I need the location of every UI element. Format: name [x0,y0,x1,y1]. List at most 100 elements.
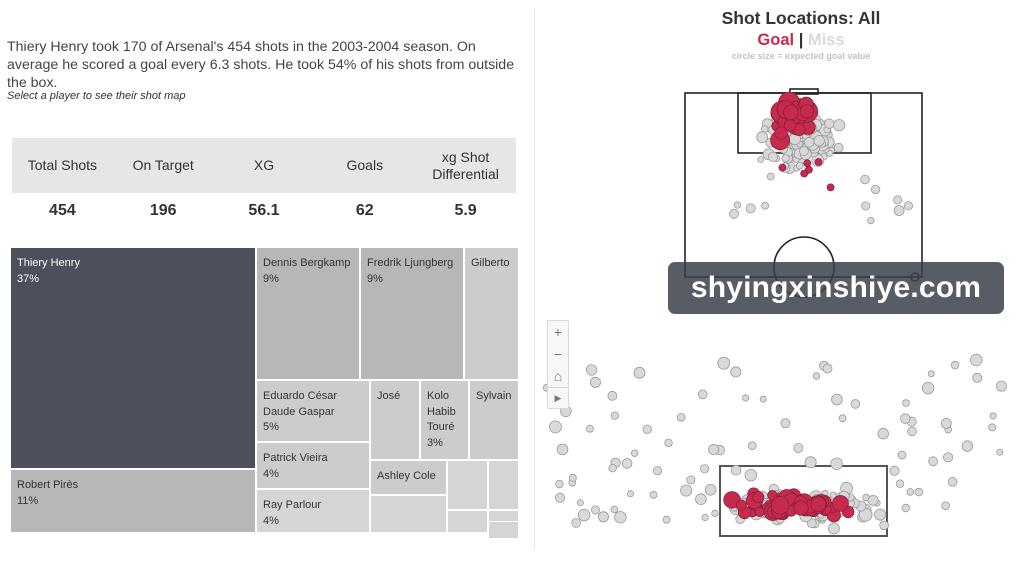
missed-shot-marker[interactable] [576,499,584,507]
missed-shot-marker[interactable] [652,466,663,476]
missed-shot-marker[interactable] [941,501,950,511]
treemap-tile-kolo-toure[interactable]: Kolo Habib Touré 3% [420,380,469,460]
missed-shot-marker[interactable] [649,490,658,499]
missed-shot-marker[interactable] [627,490,635,498]
goal-shot-marker[interactable] [803,159,812,168]
missed-shot-marker[interactable] [838,414,847,423]
missed-shot-marker[interactable] [597,511,609,523]
missed-shot-marker[interactable] [900,413,911,424]
missed-shot-marker[interactable] [829,491,837,499]
goal-shot-marker[interactable] [810,496,827,513]
missed-shot-marker[interactable] [972,372,983,383]
missed-shot-marker[interactable] [833,119,846,132]
missed-shot-marker[interactable] [767,151,779,162]
treemap-tile-sylvain[interactable]: Sylvain [469,380,519,460]
missed-shot-marker[interactable] [921,381,935,395]
treemap-tile-eduardo[interactable]: Eduardo César Daude Gaspar 5% [256,380,370,442]
goal-shot-marker[interactable] [770,496,790,515]
missed-shot-marker[interactable] [961,440,974,452]
missed-shot-marker[interactable] [996,448,1004,456]
missed-shot-marker[interactable] [621,458,633,469]
missed-shot-marker[interactable] [608,464,617,473]
missed-shot-marker[interactable] [744,469,758,482]
play-icon[interactable]: ▶ [547,387,569,409]
missed-shot-marker[interactable] [893,195,903,205]
missed-shot-marker[interactable] [889,465,900,476]
missed-shot-marker[interactable] [804,456,817,469]
missed-shot-marker[interactable] [879,520,889,531]
missed-shot-marker[interactable] [874,508,887,521]
missed-shot-marker[interactable] [761,125,769,133]
missed-shot-marker[interactable] [633,366,646,379]
missed-shot-marker[interactable] [700,464,710,474]
missed-shot-marker[interactable] [577,508,591,522]
missed-shot-marker[interactable] [591,505,601,515]
treemap-tile-small[interactable] [488,521,519,539]
missed-shot-marker[interactable] [860,174,870,185]
treemap-tile-patrick-vieira[interactable]: Patrick Vieira 4% [256,442,370,489]
goal-shot-marker[interactable] [793,500,809,516]
treemap-tile-ashley-cole[interactable]: Ashley Cole [370,460,447,495]
missed-shot-marker[interactable] [901,503,910,513]
missed-shot-marker[interactable] [607,390,618,401]
missed-shot-marker[interactable] [940,417,952,429]
goal-shot-marker[interactable] [774,126,788,140]
missed-shot-marker[interactable] [568,473,577,482]
goal-shot-marker[interactable] [799,104,815,119]
missed-shot-marker[interactable] [729,208,739,219]
missed-shot-marker[interactable] [757,156,765,163]
missed-shot-marker[interactable] [571,518,581,528]
missed-shot-marker[interactable] [877,427,889,440]
missed-shot-marker[interactable] [701,513,709,522]
missed-shot-marker[interactable] [556,443,569,456]
missed-shot-marker[interactable] [812,372,821,380]
missed-shot-marker[interactable] [813,134,825,147]
missed-shot-marker[interactable] [927,370,935,378]
missed-shot-marker[interactable] [610,505,619,514]
missed-shot-marker[interactable] [989,412,997,420]
missed-shot-marker[interactable] [664,438,673,448]
treemap-tile-small[interactable] [370,495,447,533]
missed-shot-marker[interactable] [947,476,958,487]
shot-map-canvas[interactable] [536,0,1024,576]
missed-shot-marker[interactable] [827,522,840,535]
missed-shot-marker[interactable] [711,509,719,518]
missed-shot-marker[interactable] [742,394,750,402]
missed-shot-marker[interactable] [893,205,905,216]
missed-shot-marker[interactable] [733,201,742,209]
zoom-out-button[interactable]: − [553,346,563,362]
missed-shot-marker[interactable] [708,443,720,455]
missed-shot-marker[interactable] [630,449,639,457]
missed-shot-marker[interactable] [555,479,564,489]
goal-shot-marker[interactable] [826,183,835,192]
goal-shot-marker[interactable] [735,499,747,511]
missed-shot-marker[interactable] [680,484,693,497]
missed-shot-marker[interactable] [704,483,717,496]
missed-shot-marker[interactable] [988,423,997,432]
treemap-tile-dennis-bergkamp[interactable]: Dennis Bergkamp 9% [256,247,360,380]
missed-shot-marker[interactable] [942,452,954,463]
legend-goal[interactable]: Goal [757,31,795,49]
missed-shot-marker[interactable] [798,146,809,157]
goal-shot-marker[interactable] [754,506,765,517]
missed-shot-marker[interactable] [903,201,913,211]
missed-shot-marker[interactable] [906,488,915,496]
treemap-tile-small[interactable] [447,460,488,510]
missed-shot-marker[interactable] [950,360,960,370]
missed-shot-marker[interactable] [745,203,756,214]
missed-shot-marker[interactable] [833,142,844,153]
goal-shot-marker[interactable] [752,491,765,504]
missed-shot-marker[interactable] [780,418,791,429]
missed-shot-marker[interactable] [970,353,983,367]
missed-shot-marker[interactable] [761,201,770,210]
missed-shot-marker[interactable] [589,376,601,388]
missed-shot-marker[interactable] [822,363,833,374]
missed-shot-marker[interactable] [695,493,707,506]
missed-shot-marker[interactable] [907,426,917,437]
legend-miss[interactable]: Miss [807,31,845,49]
zoom-in-button[interactable]: + [553,324,563,340]
missed-shot-marker[interactable] [803,137,815,148]
missed-shot-marker[interactable] [867,494,879,506]
missed-shot-marker[interactable] [586,424,594,433]
missed-shot-marker[interactable] [995,380,1007,392]
